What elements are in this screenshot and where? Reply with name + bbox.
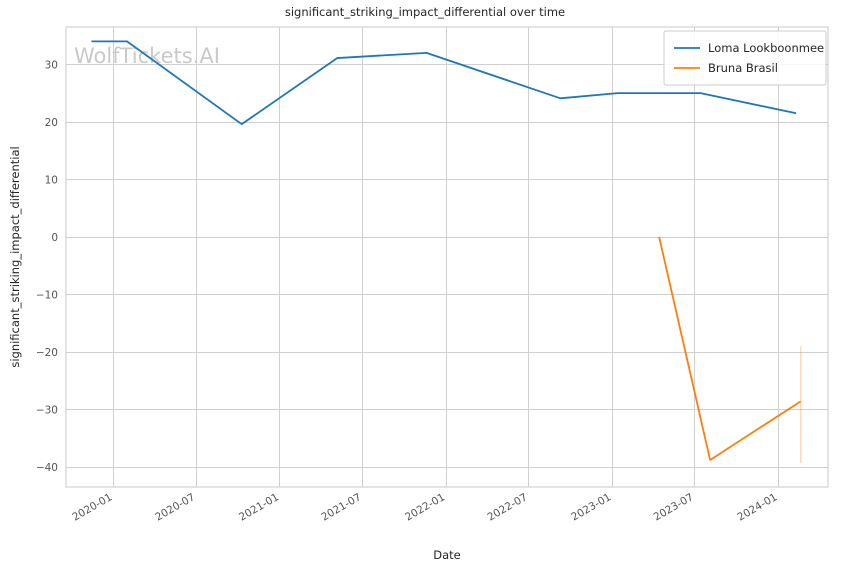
y-axis-tick-labels: 30 20 10 0 −10 −20 −30 −40	[36, 59, 58, 474]
y-tick-label: 30	[45, 59, 58, 71]
chart-title: significant_striking_impact_differential…	[285, 5, 565, 19]
y-tick-label: −10	[36, 289, 58, 301]
y-tick-label: −30	[36, 404, 58, 416]
legend-label-1: Bruna Brasil	[708, 61, 778, 75]
plot-area-border	[65, 26, 829, 488]
series-line-1	[658, 236, 802, 461]
legend-background	[663, 30, 827, 86]
legend-label-0: Loma Lookboonmee	[708, 41, 824, 55]
grid-lines	[66, 27, 828, 487]
series-line-0	[91, 40, 797, 126]
y-axis-label: significant_striking_impact_differential	[8, 146, 22, 367]
x-axis-label: Date	[433, 548, 461, 562]
y-tick-label: −20	[36, 347, 58, 359]
chart-legend[interactable]: Loma Lookboonmee Bruna Brasil	[663, 30, 827, 86]
y-tick-label: 20	[45, 117, 58, 129]
y-tick-label: 10	[45, 174, 58, 186]
y-tick-label: −40	[36, 462, 58, 474]
y-tick-label: 0	[51, 232, 58, 244]
data-series-group	[91, 40, 802, 463]
